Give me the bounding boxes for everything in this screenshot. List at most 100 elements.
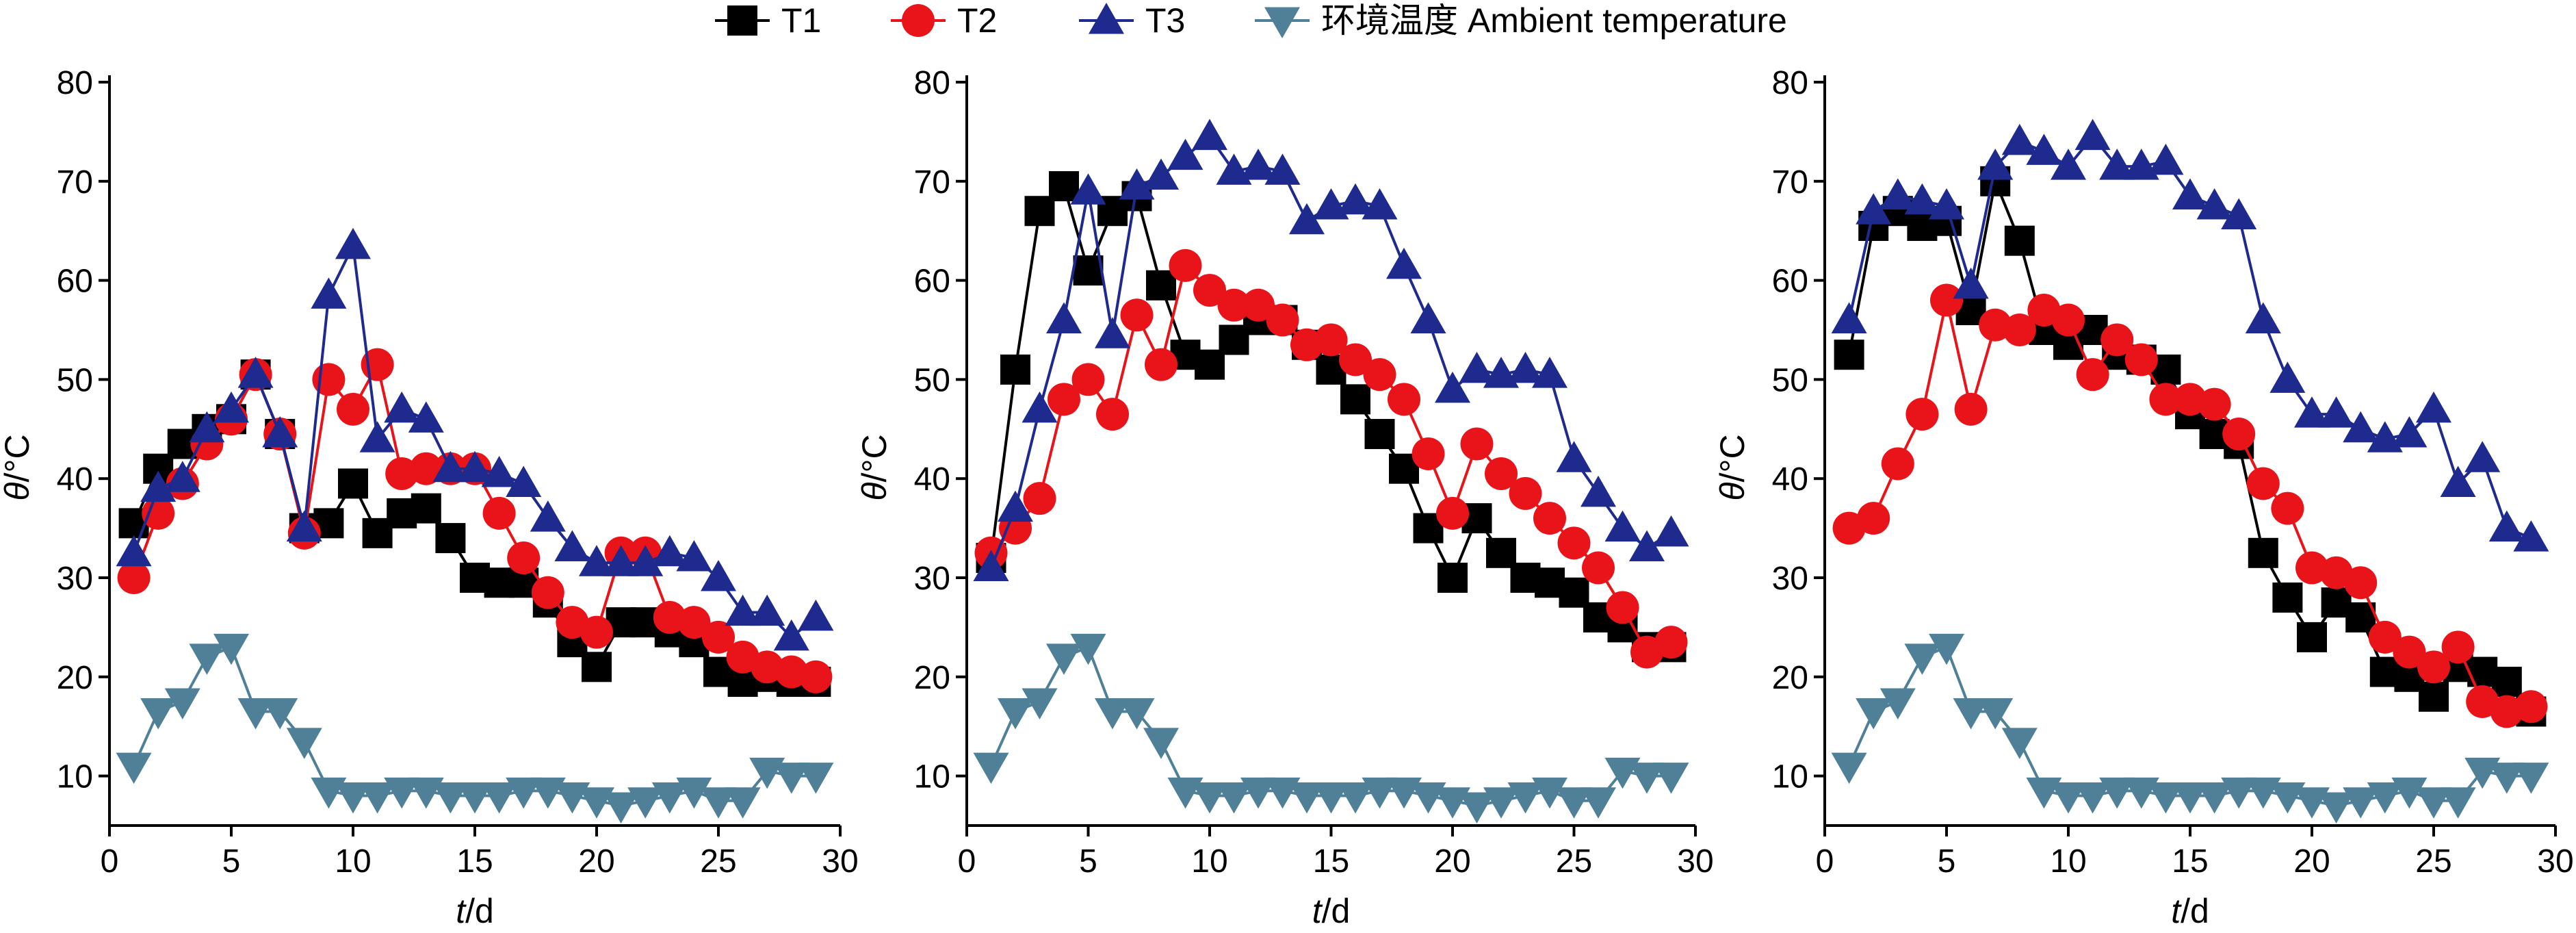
data-point [262, 698, 298, 730]
data-point [1856, 193, 1892, 225]
y-tick-label: 80 [57, 65, 93, 101]
data-point [1313, 782, 1349, 814]
data-point [1266, 303, 1299, 337]
data-point [2391, 416, 2428, 448]
data-point [1507, 351, 1544, 383]
data-point [1556, 787, 1592, 819]
data-point [531, 576, 564, 609]
y-tick-label: 10 [1772, 759, 1808, 795]
data-point [603, 792, 639, 824]
data-point [2004, 225, 2035, 256]
data-point [2297, 622, 2327, 652]
data-point [140, 698, 177, 730]
data-point [1459, 351, 1495, 383]
data-point [117, 561, 151, 594]
y-axis-variable: θ [855, 482, 894, 500]
legend-label: T1 [781, 1, 821, 40]
x-tick-label: 0 [1816, 843, 1834, 880]
x-tick-label: 25 [700, 843, 736, 880]
data-point [1364, 419, 1395, 450]
series-line [989, 646, 1671, 808]
data-point [701, 787, 736, 819]
data-point [677, 606, 711, 639]
data-point [1095, 317, 1130, 348]
data-point [751, 650, 784, 684]
x-tick-label: 10 [2050, 843, 2086, 880]
legend-marker [902, 4, 935, 37]
data-point [1146, 270, 1176, 301]
y-tick-label: 10 [57, 759, 93, 795]
data-point [2272, 582, 2303, 613]
x-axis-title: t/d [1312, 892, 1351, 930]
data-point [1046, 302, 1082, 334]
data-point [1930, 283, 1963, 317]
data-point [1436, 496, 1469, 530]
data-point [1831, 302, 1867, 334]
y-tick-label: 70 [1772, 164, 1808, 201]
x-tick-label: 10 [1191, 843, 1227, 880]
y-tick-label: 30 [914, 561, 950, 597]
data-point [2245, 302, 2281, 334]
x-tick-label: 10 [335, 843, 371, 880]
series-4 [116, 633, 834, 824]
data-point [651, 535, 688, 567]
x-axis-title: t/d [2171, 892, 2209, 930]
data-point [1411, 437, 1445, 470]
chart-panel-1: 0 5 10 15 20 25 30 10 20 30 40 50 60 70 80 t/d θ/°C [0, 65, 859, 930]
data-point [384, 391, 420, 423]
y-tick-label: 40 [1772, 461, 1808, 498]
data-point [798, 763, 834, 794]
data-point [1000, 354, 1030, 385]
data-point [2221, 777, 2257, 809]
data-point [702, 620, 735, 654]
data-point [384, 777, 420, 809]
data-point [2269, 361, 2306, 393]
data-point [432, 782, 469, 814]
data-point [116, 535, 152, 567]
data-point [1533, 502, 1566, 535]
x-axis-unit: /d [465, 892, 494, 930]
data-point [799, 660, 833, 693]
series-3 [973, 118, 1689, 582]
data-point [1953, 267, 1989, 299]
data-point [1338, 183, 1373, 215]
data-point [237, 357, 274, 388]
x-axis-variable: t [456, 892, 467, 930]
data-point [1217, 288, 1251, 322]
data-point [2343, 411, 2379, 443]
data-point [1120, 298, 1154, 332]
data-point [2026, 133, 2062, 165]
data-point [2491, 667, 2522, 698]
y-axis-variable: θ [0, 482, 36, 500]
data-point [676, 540, 712, 572]
data-point [2464, 441, 2501, 472]
data-point [1242, 288, 1275, 322]
data-point [1363, 358, 1396, 392]
data-point [1193, 274, 1226, 307]
data-point [1240, 777, 1276, 809]
data-point [749, 594, 785, 626]
data-point [2440, 465, 2476, 497]
data-point [2222, 418, 2256, 451]
data-point [2099, 149, 2135, 180]
data-point [2172, 782, 2208, 814]
x-tick-label: 20 [2293, 843, 2330, 880]
data-point [1119, 698, 1155, 730]
data-point [1362, 188, 1398, 220]
data-point [1831, 752, 1867, 784]
data-point [142, 496, 175, 530]
data-point [998, 490, 1033, 522]
data-point [1339, 343, 1372, 376]
data-point [1557, 526, 1591, 560]
data-point [603, 545, 639, 576]
data-point [385, 457, 419, 490]
data-point [1653, 763, 1689, 794]
data-point [435, 523, 466, 554]
data-point [2488, 510, 2525, 542]
data-point [1879, 688, 1916, 719]
data-point [2196, 188, 2233, 220]
data-point [335, 782, 371, 814]
data-point [2318, 396, 2354, 428]
data-point [2514, 690, 2548, 724]
